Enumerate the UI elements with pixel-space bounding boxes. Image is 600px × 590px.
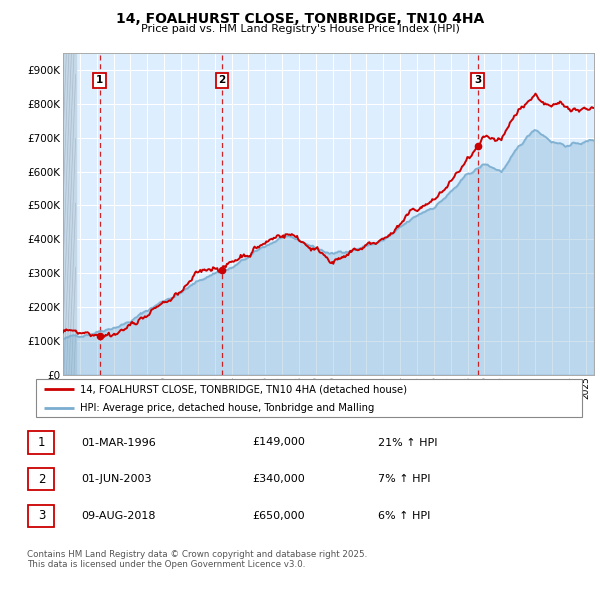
Text: 6% ↑ HPI: 6% ↑ HPI bbox=[378, 511, 430, 520]
Text: 14, FOALHURST CLOSE, TONBRIDGE, TN10 4HA (detached house): 14, FOALHURST CLOSE, TONBRIDGE, TN10 4HA… bbox=[80, 384, 407, 394]
FancyBboxPatch shape bbox=[36, 379, 582, 417]
Text: 01-JUN-2003: 01-JUN-2003 bbox=[81, 474, 151, 484]
Text: 2: 2 bbox=[38, 473, 45, 486]
Text: 21% ↑ HPI: 21% ↑ HPI bbox=[378, 438, 437, 447]
Text: 2: 2 bbox=[218, 75, 226, 85]
FancyBboxPatch shape bbox=[28, 504, 55, 527]
FancyBboxPatch shape bbox=[28, 431, 55, 454]
Text: 1: 1 bbox=[96, 75, 103, 85]
Text: Price paid vs. HM Land Registry's House Price Index (HPI): Price paid vs. HM Land Registry's House … bbox=[140, 24, 460, 34]
Text: £650,000: £650,000 bbox=[252, 511, 305, 520]
FancyBboxPatch shape bbox=[28, 468, 55, 490]
Text: 3: 3 bbox=[474, 75, 481, 85]
Text: 3: 3 bbox=[38, 509, 45, 522]
Text: 14, FOALHURST CLOSE, TONBRIDGE, TN10 4HA: 14, FOALHURST CLOSE, TONBRIDGE, TN10 4HA bbox=[116, 12, 484, 26]
Text: £340,000: £340,000 bbox=[252, 474, 305, 484]
Text: Contains HM Land Registry data © Crown copyright and database right 2025.
This d: Contains HM Land Registry data © Crown c… bbox=[27, 550, 367, 569]
Text: 1: 1 bbox=[38, 436, 45, 449]
Text: HPI: Average price, detached house, Tonbridge and Malling: HPI: Average price, detached house, Tonb… bbox=[80, 402, 374, 412]
Text: 09-AUG-2018: 09-AUG-2018 bbox=[81, 511, 155, 520]
Text: 01-MAR-1996: 01-MAR-1996 bbox=[81, 438, 156, 447]
Text: 7% ↑ HPI: 7% ↑ HPI bbox=[378, 474, 431, 484]
Text: £149,000: £149,000 bbox=[252, 438, 305, 447]
